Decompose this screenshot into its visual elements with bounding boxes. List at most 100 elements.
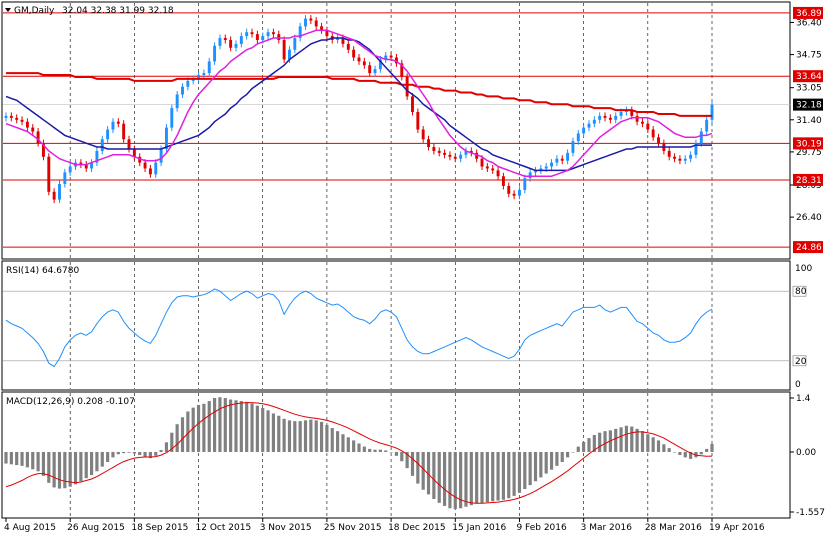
candle-body [122, 123, 126, 140]
macd-bar [191, 407, 195, 452]
chevron-down-icon[interactable] [5, 8, 11, 12]
candle-body [475, 152, 479, 159]
candle-body [550, 162, 554, 167]
macd-bar [453, 451, 457, 510]
candle-body [571, 141, 575, 153]
macd-bar [426, 451, 431, 495]
macd-bar [170, 432, 174, 452]
macd-bar [36, 451, 40, 472]
candle-body [459, 154, 463, 159]
x-tick-label: 18 Dec 2015 [388, 523, 446, 533]
macd-bar [212, 398, 217, 452]
macd-bar [710, 443, 714, 452]
macd-bar [523, 451, 527, 489]
y-tick-label: 33.05 [796, 84, 822, 94]
level-price-label: 30.19 [796, 139, 822, 149]
macd-bar [480, 451, 484, 503]
current-price-label: 32.18 [796, 101, 822, 111]
macd-bar [651, 437, 655, 452]
candle-body [528, 172, 532, 179]
level-price-box: 30.19 [793, 137, 823, 150]
macd-bar [89, 451, 94, 476]
candle-body [4, 115, 8, 118]
macd-bar [592, 435, 596, 452]
macd-bar [245, 401, 249, 452]
x-tick-label: 19 Apr 2016 [709, 523, 765, 533]
candle-body [641, 121, 644, 124]
candle-body [683, 158, 687, 161]
candlesticks [4, 15, 714, 204]
candle-body [111, 121, 115, 130]
macd-bar [603, 431, 607, 452]
macd-bar [640, 431, 645, 452]
macd-tick-label: 1.4 [796, 394, 811, 404]
macd-bar [15, 451, 19, 466]
candle-body [186, 80, 190, 87]
candle-body [250, 32, 254, 35]
x-tick-label: 12 Oct 2015 [196, 523, 252, 533]
macd-bar [319, 421, 324, 452]
candle-body [437, 150, 441, 153]
candle-body [336, 38, 340, 40]
candle-body [566, 152, 570, 161]
candle-body [673, 156, 677, 159]
candle-body [480, 158, 484, 167]
x-tick-label: 15 Jan 2016 [452, 523, 506, 533]
macd-bar [116, 451, 120, 455]
rsi-tick-label: 0 [795, 380, 801, 390]
date-axis: 4 Aug 2015 26 Aug 2015 18 Sep 2015 12 Oct 2… [4, 518, 765, 533]
macd-bar [565, 451, 570, 458]
macd-bar [630, 426, 634, 452]
macd-bar [533, 451, 538, 482]
candle-body [197, 75, 201, 79]
macd-bar [202, 403, 206, 452]
ma-mid-line [5, 37, 712, 172]
macd-bar [432, 451, 436, 500]
y-tick-label: 26.40 [796, 213, 822, 223]
candle-body [218, 38, 222, 46]
candle-body [143, 162, 147, 169]
candle-body [314, 20, 318, 27]
macd-bar [106, 451, 110, 462]
candle-body [20, 119, 24, 122]
y-tick-label: 34.75 [796, 51, 822, 61]
rsi-tick-label: 100 [795, 264, 812, 274]
price-panel: 36.40 34.75 33.05 31.40 29.75 28.05 26.40 36.89… [1, 1, 823, 260]
macd-bar [111, 451, 115, 458]
macd-bar [582, 441, 586, 452]
candle-body [15, 117, 19, 120]
candle-body [309, 18, 313, 21]
candle-body [9, 115, 13, 118]
x-tick-label: 25 Nov 2015 [324, 523, 382, 533]
candle-body [657, 137, 660, 144]
x-tick-label: 4 Aug 2015 [4, 523, 56, 533]
x-tick-label: 18 Sep 2015 [131, 523, 188, 533]
macd-bar [464, 451, 468, 507]
candle-body [378, 59, 382, 70]
macd-bar [635, 428, 639, 452]
macd-bar [293, 421, 297, 452]
macd-bar [20, 451, 24, 466]
macd-bar [346, 437, 350, 452]
candle-body [100, 139, 104, 151]
level-price-box: 24.86 [793, 241, 823, 254]
candle-body [298, 26, 302, 39]
current-price-box: 32.18 [793, 98, 823, 111]
macd-bar [624, 425, 629, 452]
ma-slow-line [6, 72, 712, 117]
candle-body [245, 32, 249, 37]
candle-body [405, 76, 409, 97]
macd-bar [656, 440, 661, 452]
macd-bar [159, 450, 163, 452]
candle-body [239, 36, 243, 44]
macd-bar [196, 404, 201, 452]
macd-bar [400, 451, 404, 462]
macd-bar [314, 420, 318, 452]
candle-body [534, 170, 537, 173]
macd-bar [25, 451, 29, 468]
macd-bar [501, 451, 506, 500]
candle-body [384, 55, 388, 60]
candle-body [84, 164, 88, 169]
macd-bar [576, 446, 580, 452]
